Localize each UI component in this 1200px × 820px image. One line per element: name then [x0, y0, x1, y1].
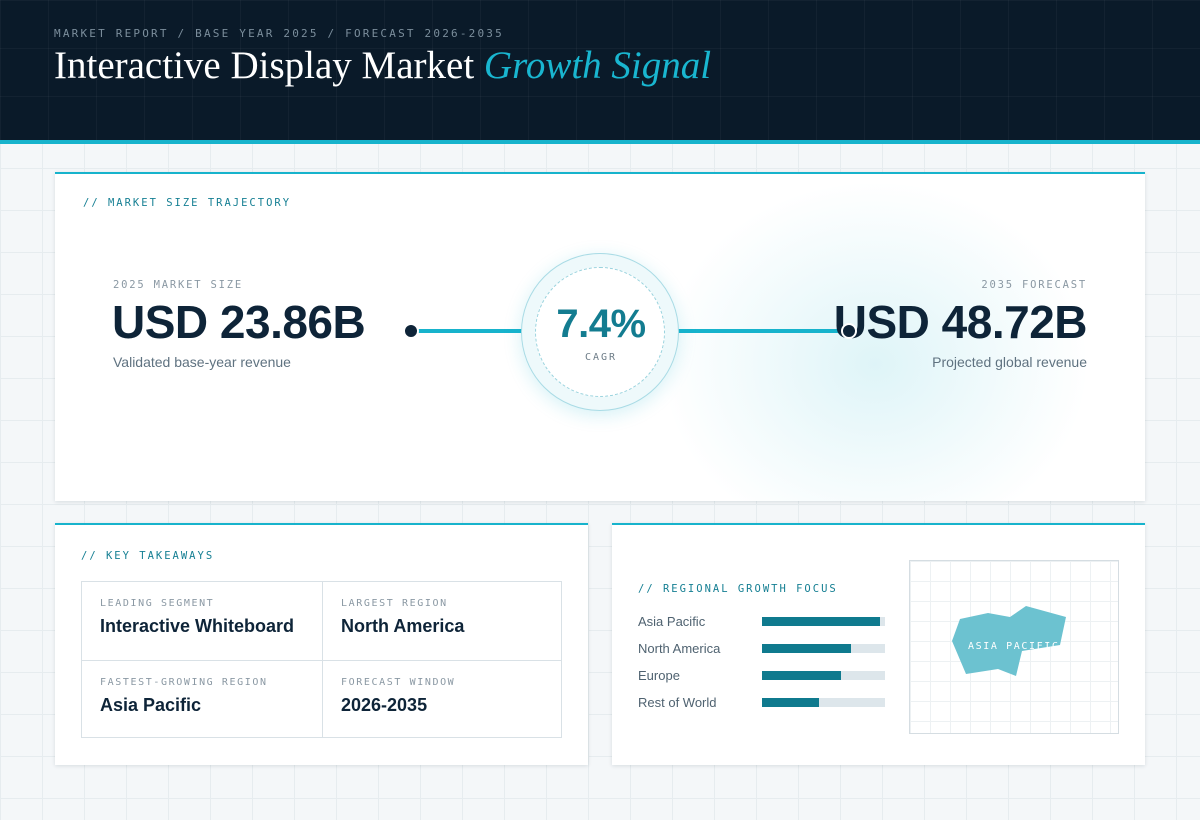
cagr-badge: 7.4% CAGR [521, 253, 679, 411]
forecast-caption: Projected global revenue [932, 354, 1087, 370]
title-main: Interactive Display Market [54, 44, 475, 87]
forecast-label: 2035 FORECAST [981, 279, 1087, 291]
trajectory-label: // MARKET SIZE TRAJECTORY [83, 197, 292, 209]
takeaways-label: // KEY TAKEAWAYS [81, 550, 215, 562]
region-bar-track [762, 644, 885, 653]
market-size-card: // MARKET SIZE TRAJECTORY 2025 MARKET SI… [55, 172, 1145, 501]
trajectory-line-right [659, 329, 849, 333]
takeaways-grid: LEADING SEGMENT Interactive Whiteboard L… [81, 581, 562, 738]
forecast-value: USD 48.72B [833, 296, 1088, 348]
region-bar-track [762, 617, 885, 626]
key-takeaways-card: // KEY TAKEAWAYS LEADING SEGMENT Interac… [55, 523, 588, 765]
region-bar-fill [762, 644, 851, 653]
cagr-label: CAGR [584, 352, 618, 363]
title-accent: Growth Signal [483, 44, 712, 87]
region-bar-track [762, 671, 885, 680]
region-bar-row: Rest of World [638, 693, 888, 711]
region-bar-row: North America [638, 639, 888, 657]
takeaway-forecast-window: FORECAST WINDOW 2026-2035 [322, 660, 562, 738]
report-header: MARKET REPORT / BASE YEAR 2025 / FORECAS… [0, 0, 1200, 144]
takeaway-leading-segment: LEADING SEGMENT Interactive Whiteboard [100, 598, 295, 636]
region-bar-fill [762, 671, 841, 680]
report-eyebrow: MARKET REPORT / BASE YEAR 2025 / FORECAS… [54, 27, 504, 40]
region-name: North America [638, 641, 721, 656]
takeaway-largest-region: LARGEST REGION North America [322, 582, 562, 660]
cagr-value: 7.4% [556, 302, 646, 346]
region-bar-row: Europe [638, 666, 888, 684]
region-map: ASIA PACIFIC [909, 560, 1119, 734]
region-name: Rest of World [638, 695, 717, 710]
forecast-dot [841, 323, 857, 339]
page-title: Interactive Display Market Growth Signal [54, 43, 711, 88]
base-year-label: 2025 MARKET SIZE [113, 279, 243, 291]
region-bar-fill [762, 617, 881, 626]
takeaway-fastest-region: FASTEST-GROWING REGION Asia Pacific [82, 660, 322, 738]
region-name: Asia Pacific [638, 614, 706, 629]
trajectory-line-left [417, 329, 541, 333]
region-bar-row: Asia Pacific [638, 612, 888, 630]
asia-pacific-map-icon [952, 606, 1066, 676]
map-region-label: ASIA PACIFIC [968, 641, 1060, 652]
regional-label: // REGIONAL GROWTH FOCUS [638, 583, 838, 595]
base-year-value: USD 23.86B [112, 296, 366, 348]
region-bar-fill [762, 698, 819, 707]
regional-growth-card: // REGIONAL GROWTH FOCUS Asia Pacific No… [612, 523, 1145, 765]
forecast-glow [665, 184, 1085, 501]
base-year-dot [403, 323, 419, 339]
base-year-caption: Validated base-year revenue [113, 354, 291, 370]
region-name: Europe [638, 668, 680, 683]
region-bar-track [762, 698, 885, 707]
